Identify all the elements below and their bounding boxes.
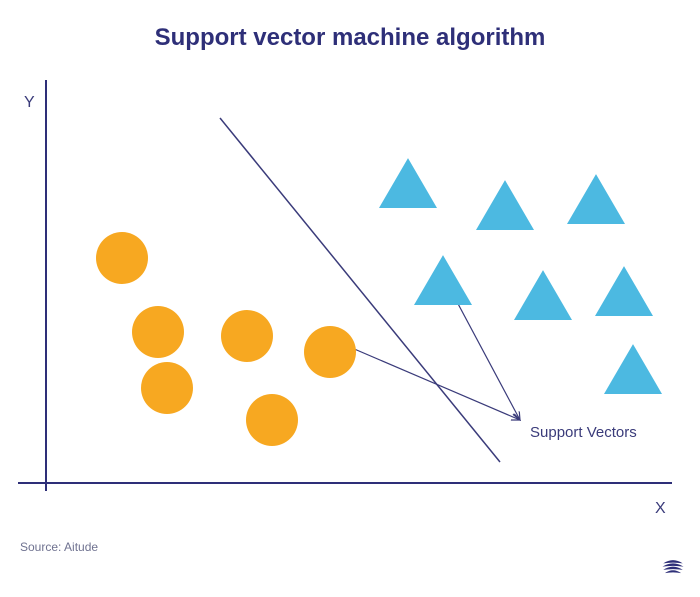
logo-band xyxy=(665,570,681,573)
data-point-triangle xyxy=(379,158,437,208)
data-point-circle xyxy=(221,310,273,362)
data-point-circle xyxy=(96,232,148,284)
data-point-circle xyxy=(132,306,184,358)
svm-plot xyxy=(0,0,700,597)
data-point-triangle xyxy=(514,270,572,320)
data-point-circle xyxy=(304,326,356,378)
logo-band xyxy=(663,567,683,570)
data-point-triangle xyxy=(567,174,625,224)
data-point-circle xyxy=(246,394,298,446)
data-point-triangle xyxy=(476,180,534,230)
data-point-triangle xyxy=(414,255,472,305)
brand-logo-svg xyxy=(660,552,686,578)
data-point-circle xyxy=(141,362,193,414)
logo-band xyxy=(663,560,683,563)
data-point-triangle xyxy=(604,344,662,394)
logo-band xyxy=(662,563,683,566)
data-point-triangle xyxy=(595,266,653,316)
brand-logo-icon xyxy=(660,552,686,583)
class-triangles xyxy=(379,158,662,394)
class-circles xyxy=(96,232,356,446)
support-vector-arrow xyxy=(352,348,520,420)
axes xyxy=(18,80,672,491)
